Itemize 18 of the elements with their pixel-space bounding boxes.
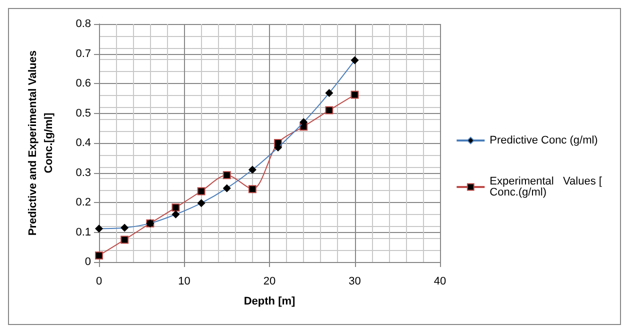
- x-tick-label: 0: [96, 276, 102, 288]
- y-tick-label: 0.3: [76, 166, 91, 179]
- y-tick-label: 0.5: [76, 107, 91, 120]
- y-tick-label: 0.2: [76, 196, 91, 208]
- y-tick-label: 0: [84, 256, 91, 268]
- x-tick-label: 10: [178, 276, 190, 288]
- y-tick-label: 0.7: [76, 48, 91, 60]
- y-tick-label: 0.8: [76, 18, 91, 30]
- x-tick-label: 20: [263, 276, 276, 288]
- y-tick-label: 0.1: [76, 226, 91, 238]
- y-tick-label: 0.4: [76, 137, 91, 149]
- legend-label: Predictive Conc (g/ml): [490, 134, 598, 146]
- x-axis-title: Depth [m]: [244, 296, 296, 308]
- x-tick-label: 30: [348, 276, 361, 288]
- x-tick-label: 40: [434, 276, 446, 288]
- y-tick-label: 0.6: [76, 78, 91, 90]
- legend-label: Experimental Values [ Conc.(g/ml): [490, 176, 606, 198]
- y-axis-title: Predictive and Experimental Values Conc.[g/ml]: [27, 50, 55, 236]
